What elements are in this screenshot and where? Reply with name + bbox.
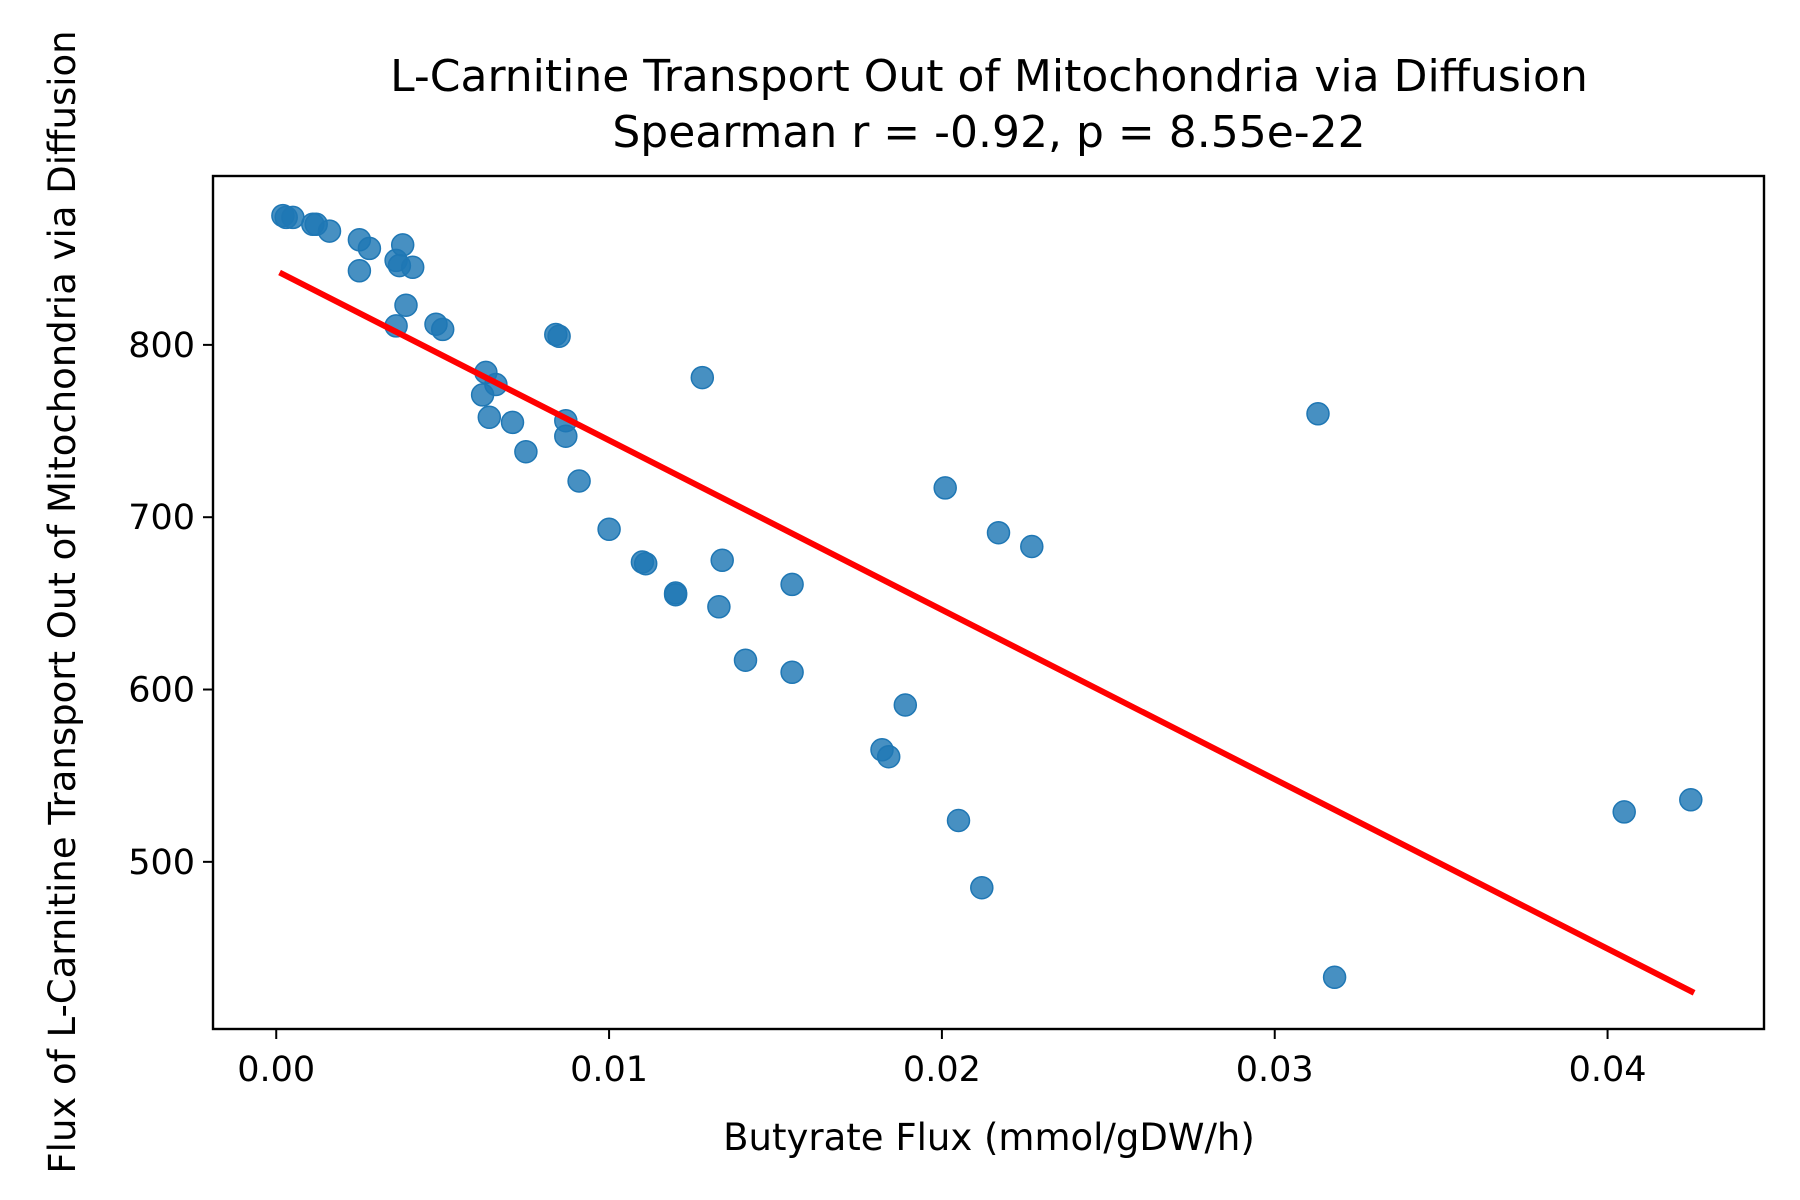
scatter-point <box>690 365 715 390</box>
x-axis-ticks: 0.00 0.01 0.02 0.03 0.04 <box>237 1029 1647 1090</box>
scatter-point <box>710 548 734 573</box>
scatter-point <box>893 693 918 717</box>
x-tick-label: 0.04 <box>1569 1050 1647 1090</box>
scatter-point <box>357 236 382 261</box>
scatter-point <box>986 520 1011 545</box>
scatter-point <box>597 517 621 542</box>
scatter-point <box>780 572 804 597</box>
scatter-point <box>390 233 415 257</box>
scatter-point <box>933 476 957 500</box>
y-axis-ticks: 500 600 700 800 <box>128 326 213 883</box>
x-tick-label: 0.00 <box>237 1050 315 1090</box>
x-axis-label: Butyrate Flux (mmol/gDW/h) <box>723 1116 1255 1159</box>
scatter-point <box>347 259 372 283</box>
y-tick-label: 500 <box>128 843 195 883</box>
x-tick-label: 0.02 <box>903 1050 981 1090</box>
scatter-point <box>317 219 342 243</box>
scatter-point <box>1679 788 1703 812</box>
scatter-point <box>477 405 502 430</box>
scatter-point <box>514 439 538 464</box>
x-tick-label: 0.03 <box>1236 1050 1314 1090</box>
scatter-point <box>1322 965 1347 990</box>
scatter-point <box>780 660 804 685</box>
scatter-point <box>400 255 425 280</box>
plot-frame <box>211 174 1766 1031</box>
scatter-point <box>733 648 758 672</box>
scatter-point <box>946 808 971 833</box>
scatter-point <box>430 317 455 342</box>
scatter-point <box>633 551 658 576</box>
chart-subtitle: Spearman r = -0.92, p = 8.55e-22 <box>612 107 1365 158</box>
scatter-point <box>394 293 418 317</box>
scatter-point <box>547 324 571 349</box>
y-tick-label: 600 <box>128 671 195 711</box>
scatter-point <box>970 875 994 900</box>
scatter-point <box>1306 402 1330 426</box>
scatter-point <box>281 205 305 230</box>
scatter-point <box>1020 534 1044 559</box>
regression-line <box>278 269 1696 996</box>
scatter-point <box>554 424 578 448</box>
y-axis-label: Flux of L-Carnitine Transport Out of Mit… <box>41 30 84 1173</box>
y-tick-label: 700 <box>128 498 195 538</box>
scatter-point <box>876 744 901 769</box>
y-tick-label: 800 <box>128 326 195 366</box>
scatter-point <box>1612 800 1636 824</box>
scatter-point <box>663 582 688 607</box>
scatter-point <box>567 469 591 493</box>
scatter-point <box>707 595 731 619</box>
x-tick-label: 0.01 <box>570 1050 648 1090</box>
scatter-point <box>470 383 495 407</box>
chart-title: L-Carnitine Transport Out of Mitochondri… <box>390 51 1588 102</box>
scatter-point <box>500 410 525 435</box>
